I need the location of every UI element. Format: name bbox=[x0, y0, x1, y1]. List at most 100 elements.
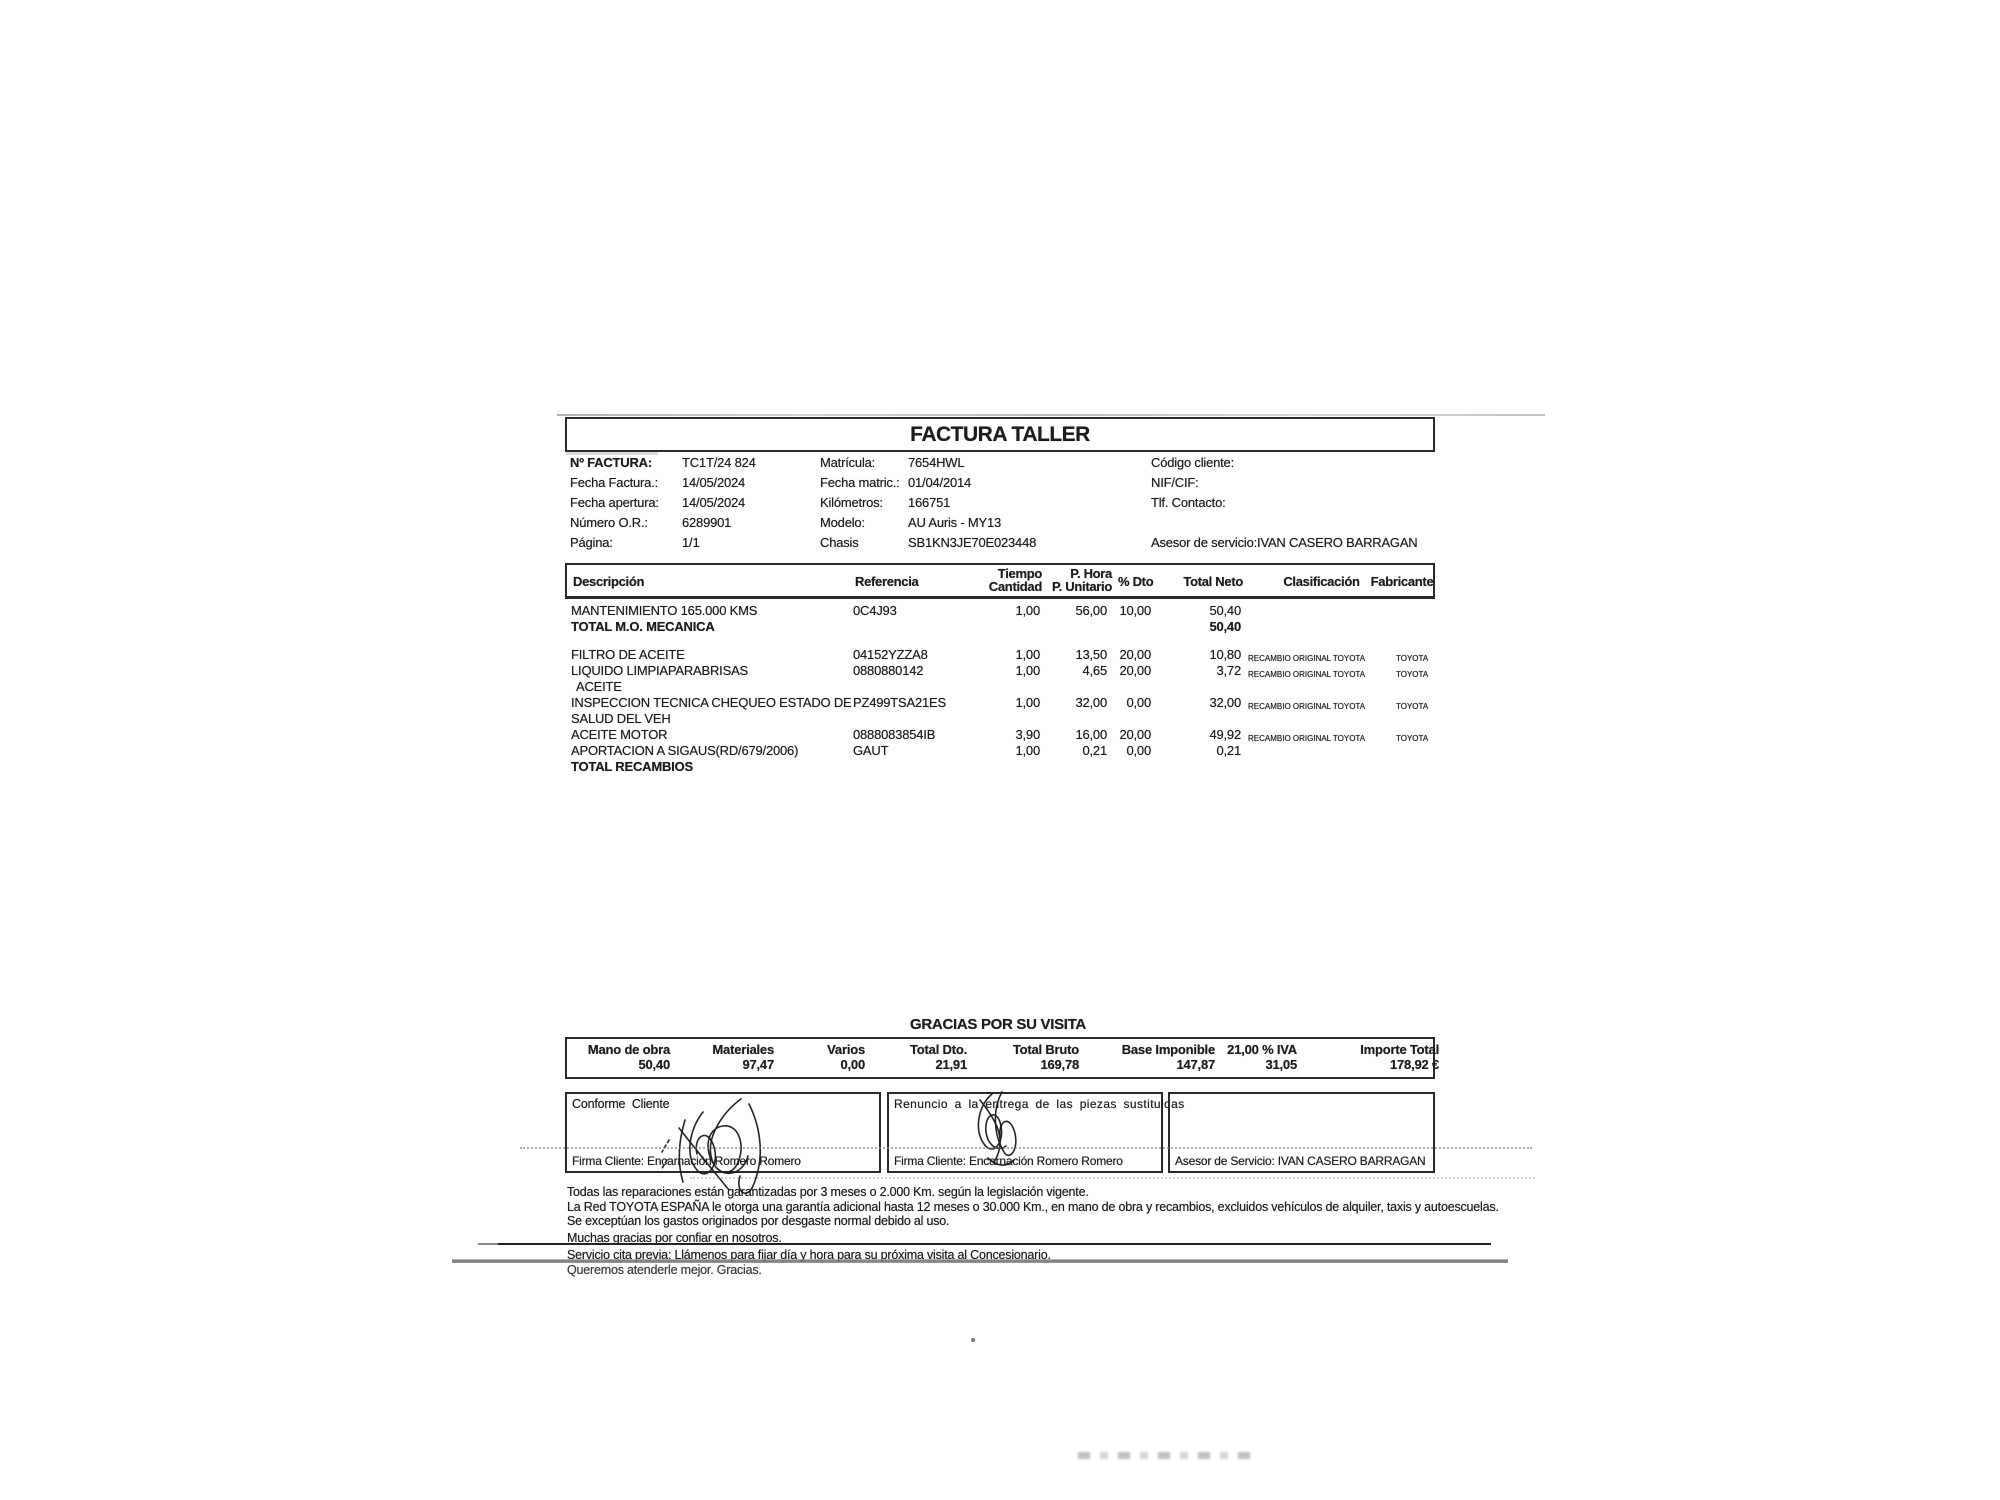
header-field-value: SB1KN3JE70E023448 bbox=[908, 535, 1037, 550]
firma-cliente-label: Firma Cliente: Encarnación Romero Romero bbox=[572, 1154, 801, 1168]
footer-line: Todas las reparaciones están garantizada… bbox=[567, 1185, 1089, 1199]
scan-streak-top bbox=[557, 414, 1545, 416]
header-field: Número O.R.: 6289901 bbox=[570, 515, 825, 535]
column-header-referencia: Referencia bbox=[855, 574, 919, 589]
header-field: Nº FACTURA: TC1T/24 824 bbox=[570, 455, 825, 475]
header-field-value: 01/04/2014 bbox=[908, 475, 972, 490]
table-row: TOTAL M.O. MECANICA 50,40 bbox=[565, 619, 1435, 635]
cell-dto: 20,00 bbox=[1119, 647, 1151, 662]
header-field-label: Número O.R.: bbox=[570, 515, 648, 530]
descripcion-line: TOTAL M.O. MECANICA bbox=[571, 619, 715, 634]
header-field-label: Página: bbox=[570, 535, 613, 550]
header-field-label: Nº FACTURA: bbox=[570, 455, 652, 470]
firma-cliente-label: Firma Cliente: Encarnación Romero Romero bbox=[894, 1154, 1123, 1168]
cell-fabricante: TOYOTA bbox=[1396, 734, 1429, 743]
descripcion-line: APORTACION A SIGAUS(RD/679/2006) bbox=[571, 743, 799, 758]
cell-fabricante: TOYOTA bbox=[1396, 702, 1429, 711]
table-row: APORTACION A SIGAUS(RD/679/2006) GAUT 1,00… bbox=[565, 743, 1435, 759]
header-field-label: Chasis bbox=[820, 535, 859, 550]
header-field: Código cliente: bbox=[1151, 455, 1435, 475]
cell-punitario: 16,00 bbox=[1075, 727, 1107, 742]
cell-descripcion: LIQUIDO LIMPIAPARABRISAS bbox=[571, 663, 853, 679]
cell-punitario: 13,50 bbox=[1075, 647, 1107, 662]
column-header-descripcion: Descripción bbox=[573, 574, 645, 589]
cell-total-neto: 49,92 bbox=[1209, 727, 1241, 742]
header-field-value: 1/1 bbox=[682, 535, 700, 550]
cell-total-neto: 50,40 bbox=[1209, 603, 1241, 618]
invoice-title-box: FACTURA TALLER bbox=[565, 417, 1435, 452]
totals-value: 50,40 bbox=[638, 1057, 670, 1072]
scan-speck bbox=[971, 1338, 975, 1342]
cell-referencia: GAUT bbox=[853, 743, 889, 758]
header-field-label: Fecha matric.: bbox=[820, 475, 900, 490]
items-table-body: MANTENIMIENTO 165.000 KMS 0C4J93 1,00 56,00… bbox=[565, 603, 1435, 775]
cell-clasificacion: RECAMBIO ORIGINAL TOYOTA bbox=[1248, 734, 1366, 743]
cell-total-neto: 0,21 bbox=[1216, 743, 1241, 758]
cell-referencia: 0888083854IB bbox=[853, 727, 936, 742]
cell-punitario: 56,00 bbox=[1075, 603, 1107, 618]
totals-box: Mano de obra 50,40 Materiales 97,47 Varios 0,… bbox=[565, 1037, 1439, 1079]
cell-cantidad: 1,00 bbox=[1015, 603, 1040, 618]
header-field-value: 166751 bbox=[908, 495, 951, 510]
cell-punitario: 32,00 bbox=[1075, 695, 1107, 710]
asesor-servicio-label: Asesor de Servicio: IVAN CASERO BARRAGAN bbox=[1175, 1154, 1426, 1168]
signature-box-renuncio-piezas: Renuncio a la entrega de las piezas sust… bbox=[887, 1091, 1184, 1173]
cell-dto: 0,00 bbox=[1126, 743, 1151, 758]
footer-line: Se exceptúan los gastos originados por d… bbox=[567, 1214, 950, 1228]
totals-label: Materiales bbox=[712, 1042, 774, 1057]
header-field-label: Fecha Factura.: bbox=[570, 475, 659, 490]
cell-cantidad: 1,00 bbox=[1015, 743, 1040, 758]
cell-descripcion: ACEITE bbox=[571, 679, 858, 695]
totals-label: Varios bbox=[827, 1042, 865, 1057]
totals-cell: Total Dto. 21,91 bbox=[817, 1042, 967, 1073]
footer-line: La Red TOYOTA ESPAÑA le otorga una garan… bbox=[567, 1199, 1499, 1214]
totals-cell: Importe Total 178,92 € bbox=[1289, 1042, 1439, 1073]
cell-punitario: 0,21 bbox=[1082, 743, 1107, 758]
cell-total-neto: 32,00 bbox=[1209, 695, 1241, 710]
totals-title: GRACIAS POR SU VISITA bbox=[910, 1016, 1086, 1033]
cell-cantidad: 1,00 bbox=[1015, 647, 1040, 662]
header-field-label: Modelo: bbox=[820, 515, 865, 530]
renuncio-piezas-label: Renuncio a la entrega de las piezas sust… bbox=[894, 1097, 1185, 1111]
totals-cell: Base Imponible 147,87 bbox=[1065, 1042, 1215, 1073]
header-field-label: Fecha apertura: bbox=[570, 495, 659, 510]
header-field-label: Kilómetros: bbox=[820, 495, 883, 510]
cell-descripcion: TOTAL M.O. MECANICA bbox=[571, 619, 853, 635]
cell-total-neto: 10,80 bbox=[1209, 647, 1241, 662]
totals-label: Base Imponible bbox=[1121, 1042, 1215, 1057]
invoice-title: FACTURA TALLER bbox=[910, 422, 1090, 446]
cell-referencia: 0C4J93 bbox=[853, 603, 897, 618]
cell-descripcion: MANTENIMIENTO 165.000 KMS bbox=[571, 603, 853, 619]
footer-notes: Todas las reparaciones están garantizada… bbox=[567, 1185, 1499, 1277]
totals-value: 97,47 bbox=[742, 1057, 774, 1072]
invoice-meta-vehicle: Matrícula: 7654HWL Fecha matric.: 01/04/201… bbox=[820, 455, 1150, 555]
cell-descripcion: FILTRO DE ACEITE bbox=[571, 647, 853, 663]
header-field: Chasis SB1KN3JE70E023448 bbox=[820, 535, 1150, 555]
table-row: ACEITE MOTOR 0888083854IB 3,90 16,00 20,00 49… bbox=[565, 727, 1435, 743]
conforme-cliente-label: Conforme Cliente bbox=[572, 1097, 670, 1111]
totals-value: 21,91 bbox=[935, 1057, 967, 1072]
signature-box-conforme-cliente: Conforme Cliente Firma Cliente: Encarnac… bbox=[565, 1092, 881, 1194]
cell-fabricante: TOYOTA bbox=[1396, 670, 1429, 679]
cell-descripcion: APORTACION A SIGAUS(RD/679/2006) bbox=[571, 743, 853, 759]
cell-total-neto: 3,72 bbox=[1216, 663, 1241, 678]
column-header-phora: P. Hora bbox=[1070, 566, 1112, 581]
descripcion-line: TOTAL RECAMBIOS bbox=[571, 759, 693, 774]
cell-descripcion: INSPECCION TECNICA CHEQUEO ESTADO DE SALU… bbox=[571, 695, 853, 727]
header-field-value: 7654HWL bbox=[908, 455, 965, 470]
totals-cell: Mano de obra 50,40 bbox=[557, 1042, 670, 1073]
table-row: TOTAL RECAMBIOS bbox=[565, 759, 1435, 775]
totals-cell: Materiales 97,47 bbox=[624, 1042, 774, 1073]
header-field-label: Tlf. Contacto: bbox=[1151, 495, 1226, 510]
thanks-line: Muchas gracias por confiar en nosotros. bbox=[567, 1231, 782, 1245]
invoice-meta-client: Código cliente: NIF/CIF: Tlf. Contacto: Ase… bbox=[1151, 455, 1435, 555]
column-header-total-neto: Total Neto bbox=[1183, 574, 1243, 589]
header-field: Asesor de servicio: IVAN CASERO BARRAGAN bbox=[1151, 535, 1435, 555]
column-header-clasificacion: Clasificación bbox=[1283, 574, 1360, 589]
header-field: Página: 1/1 bbox=[570, 535, 825, 555]
descripcion-line: LIQUIDO LIMPIAPARABRISAS bbox=[571, 663, 749, 678]
header-field: Kilómetros: 166751 bbox=[820, 495, 1150, 515]
table-row: FILTRO DE ACEITE 04152YZZA8 1,00 13,50 20,00… bbox=[565, 647, 1435, 663]
totals-label: Importe Total bbox=[1360, 1042, 1439, 1057]
descripcion-line: ACEITE bbox=[576, 679, 622, 694]
